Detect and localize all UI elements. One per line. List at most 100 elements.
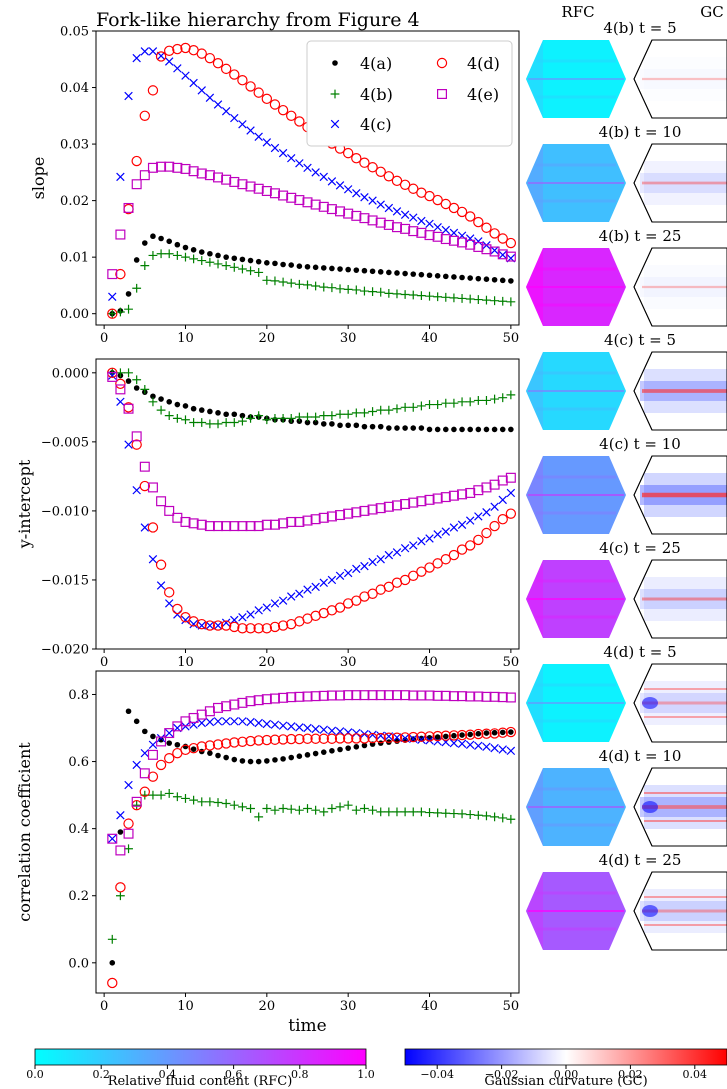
gc-outline xyxy=(633,871,727,951)
data-point xyxy=(174,741,181,748)
data-point xyxy=(125,291,132,297)
series-4c xyxy=(108,717,516,843)
data-point xyxy=(426,272,433,279)
data-point xyxy=(459,274,465,281)
thumbnail-row: 4(d) t = 5 xyxy=(526,643,727,743)
data-point xyxy=(286,516,297,527)
data-point xyxy=(278,277,288,287)
gc-outline xyxy=(633,351,727,431)
data-point xyxy=(386,425,392,431)
y-axis-label: slope xyxy=(29,157,48,200)
thumbnail-title: 4(d) t = 5 xyxy=(603,643,676,661)
data-point xyxy=(392,207,402,216)
data-point xyxy=(451,732,457,739)
data-point xyxy=(418,271,425,278)
data-point xyxy=(140,261,150,271)
data-point xyxy=(238,802,247,812)
data-point xyxy=(215,252,221,259)
y-tick-label: 0.000 xyxy=(52,366,89,381)
data-point xyxy=(166,399,173,405)
data-point xyxy=(440,234,451,245)
panel-3: 0 10 20 30 40 50 0.0 0.2 0.4 0.6 0.8 correlation co… xyxy=(15,670,520,1036)
data-point xyxy=(424,494,435,505)
data-point xyxy=(294,516,305,527)
thumbnail-title: 4(c) t = 25 xyxy=(599,539,681,557)
y-tick-label: 0.01 xyxy=(60,251,89,266)
gc-blue-spot xyxy=(642,905,658,917)
data-point xyxy=(311,582,320,592)
data-point xyxy=(505,508,517,519)
data-point xyxy=(115,882,126,893)
data-point xyxy=(231,255,238,262)
legend-label: 4(d) xyxy=(467,54,500,73)
data-point xyxy=(424,562,435,573)
data-point xyxy=(383,171,395,182)
data-point xyxy=(215,410,221,416)
data-point xyxy=(416,291,426,300)
data-point xyxy=(270,143,280,153)
figure-title: Fork-like hierarchy from Figure 4 xyxy=(96,9,420,31)
gc-thumbnail xyxy=(633,663,727,743)
data-point xyxy=(498,250,507,260)
data-point xyxy=(400,223,411,234)
data-point xyxy=(498,813,508,823)
panel-1: 0 10 20 30 40 50 0.00 0.01 0.02 0.03 0.04 0.05 slope… xyxy=(29,25,520,346)
gc-outline xyxy=(633,767,727,847)
data-point xyxy=(351,690,362,701)
legend: 4(a) 4(b) 4(c) 4(d) 4(e) xyxy=(306,40,513,147)
data-point xyxy=(426,426,433,433)
data-point xyxy=(311,412,321,422)
data-point xyxy=(310,691,321,702)
data-point xyxy=(418,735,425,742)
series-4e xyxy=(107,690,516,856)
x-tick-label: 50 xyxy=(503,999,520,1014)
data-point xyxy=(116,172,125,182)
gc-column-label: GC xyxy=(700,3,723,21)
series-4b xyxy=(107,368,516,429)
data-point xyxy=(368,805,377,815)
data-point xyxy=(294,805,304,815)
data-point xyxy=(164,728,174,738)
data-point xyxy=(410,271,417,277)
data-point xyxy=(391,175,403,187)
data-point xyxy=(142,728,148,735)
data-point xyxy=(311,724,320,734)
data-point xyxy=(180,163,191,174)
x-tick-label: 30 xyxy=(340,999,357,1014)
data-point xyxy=(433,737,442,746)
data-point xyxy=(188,712,199,723)
data-point xyxy=(449,738,459,748)
data-point xyxy=(465,691,476,702)
series-4a xyxy=(109,370,514,433)
data-point xyxy=(456,206,468,218)
data-point xyxy=(254,812,264,822)
rfc-thumbnail xyxy=(526,664,626,742)
data-point xyxy=(352,189,361,198)
data-point xyxy=(115,384,126,395)
data-point xyxy=(254,132,263,141)
data-point xyxy=(303,280,312,290)
data-point xyxy=(376,807,386,817)
data-point xyxy=(505,251,516,262)
data-point xyxy=(497,727,508,738)
data-point xyxy=(376,555,385,564)
data-point xyxy=(441,398,451,408)
data-point xyxy=(245,521,256,532)
data-point xyxy=(172,43,183,55)
data-point xyxy=(269,188,280,199)
x-tick-label: 40 xyxy=(421,999,438,1014)
data-point xyxy=(231,411,238,418)
data-point xyxy=(181,722,190,731)
data-point xyxy=(320,265,327,271)
data-point xyxy=(361,742,368,749)
gc-band xyxy=(640,693,727,713)
data-point xyxy=(158,235,164,242)
data-point xyxy=(319,172,328,182)
data-point xyxy=(229,521,240,532)
data-point xyxy=(205,93,215,102)
data-point xyxy=(117,829,124,835)
data-point xyxy=(164,599,174,608)
data-point xyxy=(441,527,451,536)
gc-band xyxy=(640,277,727,297)
data-point xyxy=(303,585,312,594)
